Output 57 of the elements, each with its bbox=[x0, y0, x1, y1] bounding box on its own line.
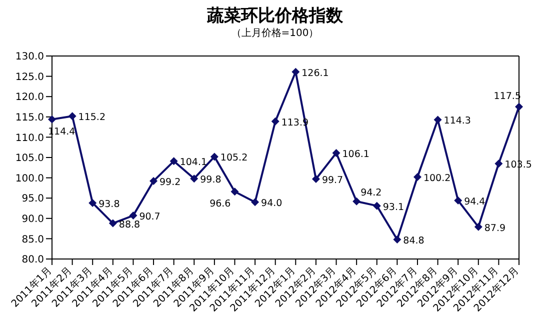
data-label: 93.1 bbox=[382, 202, 404, 213]
point bbox=[129, 212, 138, 220]
data-label: 126.1 bbox=[302, 68, 329, 79]
data-label: 100.2 bbox=[423, 172, 451, 184]
data-label: 94.2 bbox=[360, 187, 382, 198]
chart-title: 蔬菜环比价格指数 bbox=[206, 5, 344, 26]
data-label: 84.8 bbox=[403, 236, 424, 247]
point bbox=[190, 174, 198, 183]
point bbox=[474, 222, 482, 231]
data-label: 94.4 bbox=[464, 196, 486, 208]
y-tick-label: 120.0 bbox=[15, 92, 44, 104]
point bbox=[434, 116, 442, 124]
data-label: 87.9 bbox=[484, 222, 506, 234]
data-label: 114.3 bbox=[444, 116, 471, 127]
point bbox=[454, 196, 462, 205]
data-label: 104.1 bbox=[180, 157, 208, 168]
point bbox=[494, 160, 503, 168]
y-tick-label: 105.0 bbox=[15, 153, 44, 164]
point bbox=[515, 102, 523, 111]
point bbox=[68, 112, 76, 120]
chart-subtitle: （上月价格=100） bbox=[230, 26, 320, 41]
y-tick-label: 95.0 bbox=[22, 194, 44, 205]
data-label: 96.6 bbox=[210, 198, 231, 210]
data-label: 99.8 bbox=[200, 174, 222, 186]
y-tick-label: 90.0 bbox=[22, 214, 44, 225]
y-tick-label: 110.0 bbox=[15, 132, 44, 144]
point bbox=[230, 188, 239, 196]
point bbox=[332, 149, 340, 158]
y-tick-label: 85.0 bbox=[22, 234, 44, 246]
y-tick-label: 80.0 bbox=[22, 254, 44, 266]
point bbox=[210, 152, 218, 161]
data-label: 106.1 bbox=[342, 149, 370, 160]
point bbox=[150, 177, 158, 186]
point bbox=[312, 175, 320, 184]
y-tick-label: 130.0 bbox=[15, 52, 44, 63]
point bbox=[170, 157, 178, 166]
data-label: 105.2 bbox=[220, 152, 248, 164]
data-label: 90.7 bbox=[139, 212, 160, 223]
data-label: 99.2 bbox=[160, 177, 181, 188]
y-tick-label: 125.0 bbox=[15, 72, 44, 83]
point bbox=[352, 197, 361, 206]
data-label: 94.0 bbox=[261, 198, 282, 210]
point bbox=[88, 198, 97, 207]
data-label: 115.2 bbox=[78, 112, 106, 124]
data-label: 88.8 bbox=[118, 219, 140, 230]
point bbox=[271, 117, 280, 126]
y-tick-label: 115.0 bbox=[15, 112, 44, 124]
y-tick-label: 100.0 bbox=[15, 173, 44, 184]
data-label: 99.7 bbox=[322, 175, 344, 186]
point bbox=[413, 172, 422, 181]
point bbox=[393, 236, 402, 244]
point bbox=[108, 219, 117, 228]
point bbox=[372, 202, 381, 210]
point bbox=[48, 115, 56, 124]
point bbox=[292, 68, 300, 76]
point bbox=[251, 198, 260, 206]
data-label: 93.8 bbox=[98, 198, 120, 210]
